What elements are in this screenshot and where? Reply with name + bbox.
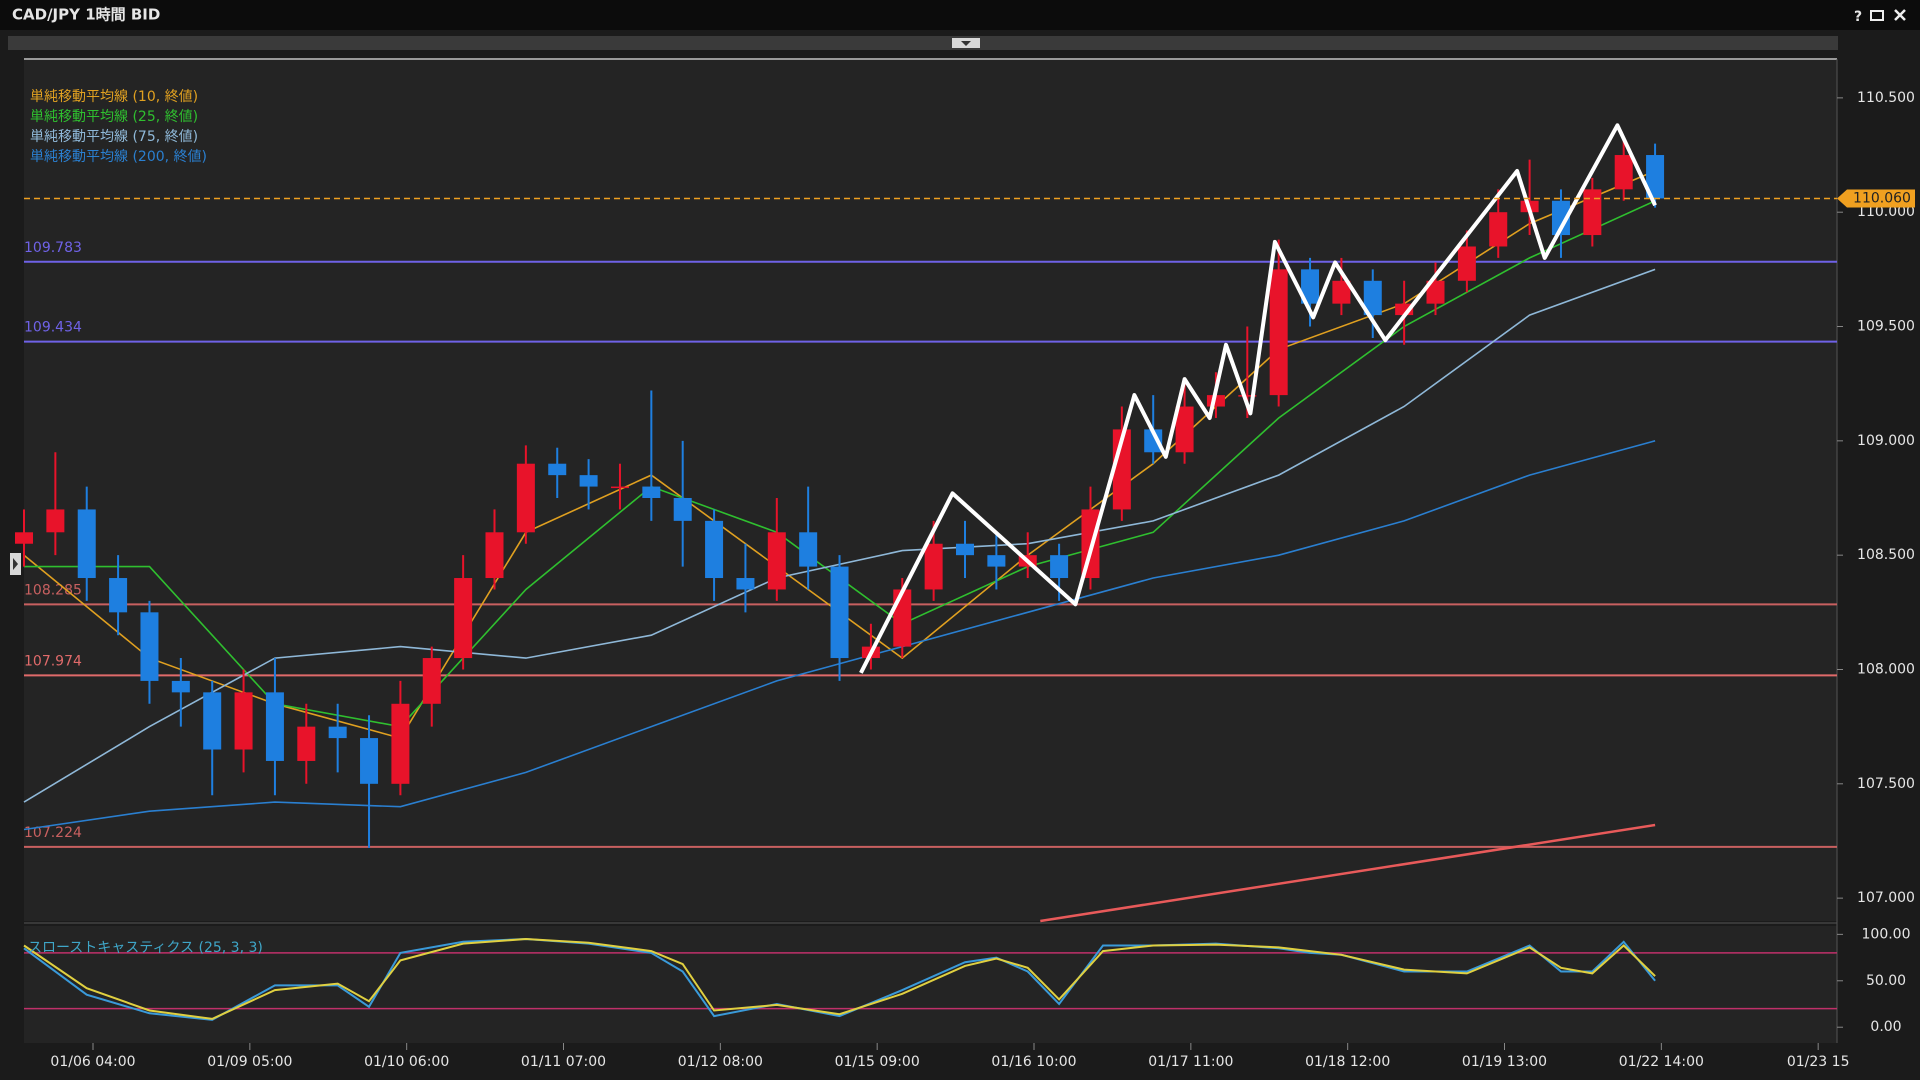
candle-body	[1301, 269, 1320, 304]
y-tick-label: 109.000	[1857, 433, 1915, 449]
candle-body	[1332, 280, 1351, 304]
x-tick-label: 01/19 13:00	[1462, 1054, 1547, 1070]
drawn-line	[859, 123, 1657, 674]
candle-body	[15, 532, 33, 544]
candle-body	[893, 589, 912, 647]
panel-title: スローストキャスティクス (25, 3, 3)	[28, 940, 263, 956]
level-label: 109.783	[24, 240, 82, 256]
candle-body	[109, 578, 128, 613]
candle-body	[516, 463, 535, 533]
candle-body	[297, 726, 316, 761]
legend-entry: 単純移動平均線 (10, 終値)	[30, 89, 198, 105]
candle-body	[234, 692, 253, 750]
candle-body	[1269, 269, 1288, 396]
collapse-icon	[961, 41, 971, 46]
legend-entry: 単純移動平均線 (25, 終値)	[30, 109, 198, 125]
candle-body	[1646, 155, 1665, 199]
candle-body	[767, 532, 786, 590]
drawn-line	[1040, 823, 1656, 923]
y-tick-label: 0.00	[1870, 1019, 1901, 1035]
side-toggle-icon	[13, 558, 18, 570]
candle-body	[485, 532, 504, 579]
candle-body	[642, 486, 661, 499]
x-tick-label: 01/15 09:00	[835, 1054, 920, 1070]
stochastic-line	[23, 937, 1656, 1020]
candle-body	[1583, 189, 1602, 236]
candle-body	[77, 509, 96, 579]
candle-body	[1206, 395, 1225, 407]
candle-body	[1489, 212, 1508, 247]
y-tick-label: 107.500	[1857, 776, 1915, 792]
candle-body	[46, 509, 65, 533]
candle-body	[987, 555, 1006, 567]
candle-body	[548, 463, 567, 476]
legend-entry: 単純移動平均線 (75, 終値)	[30, 129, 198, 145]
y-tick-label: 107.000	[1857, 890, 1915, 906]
candle-body	[1426, 280, 1445, 304]
candle-body	[610, 486, 629, 489]
candle-body	[1363, 280, 1382, 316]
price-plot-area	[24, 59, 1837, 921]
current-price-tag	[1837, 189, 1915, 208]
x-tick-label: 01/23 15	[1787, 1054, 1850, 1070]
candle-body	[924, 543, 943, 590]
y-tick-label: 109.500	[1857, 319, 1915, 335]
level-label: 108.285	[24, 582, 82, 598]
candle-body	[422, 658, 441, 704]
maximize-button[interactable]	[1870, 10, 1884, 21]
candle-body	[265, 692, 284, 761]
candle-body	[830, 566, 849, 659]
x-tick-label: 01/11 07:00	[521, 1054, 606, 1070]
x-tick-label: 01/10 06:00	[364, 1054, 449, 1070]
candle-body	[799, 532, 818, 567]
candle-body	[328, 726, 347, 739]
help-button[interactable]: ?	[1854, 9, 1862, 25]
x-tick-label: 01/06 04:00	[50, 1054, 135, 1070]
candle-body	[673, 498, 692, 521]
candle-body	[1457, 246, 1476, 281]
level-label: 109.434	[24, 320, 82, 336]
candle-body	[1175, 406, 1194, 453]
candle-body	[1050, 555, 1069, 579]
candle-body	[579, 475, 598, 487]
candle-body	[1238, 395, 1257, 397]
close-button[interactable]	[1894, 9, 1906, 21]
candle-body	[140, 612, 159, 681]
x-tick-label: 01/17 11:00	[1148, 1054, 1233, 1070]
x-tick-label: 01/09 05:00	[207, 1054, 292, 1070]
candle-body	[391, 703, 410, 784]
candle-body	[1551, 200, 1570, 236]
x-tick-label: 01/12 08:00	[678, 1054, 763, 1070]
y-tick-label: 108.500	[1857, 547, 1915, 563]
legend-entry: 単純移動平均線 (200, 終値)	[30, 149, 207, 165]
y-tick-label: 110.000	[1857, 204, 1915, 220]
current-price-label: 110.060	[1853, 190, 1911, 206]
title-bar	[0, 0, 1920, 30]
window-title: CAD/JPY 1時間 BID	[12, 6, 160, 24]
candle-body	[956, 543, 975, 556]
level-label: 107.224	[24, 825, 82, 841]
x-tick-label: 01/16 10:00	[991, 1054, 1076, 1070]
y-tick-label: 110.500	[1857, 90, 1915, 106]
candle-body	[360, 738, 379, 784]
candle-body	[1614, 155, 1633, 190]
y-tick-label: 50.00	[1866, 973, 1906, 989]
x-tick-label: 01/22 14:00	[1619, 1054, 1704, 1070]
candle-body	[203, 692, 222, 750]
candle-body	[171, 680, 190, 693]
candle-body	[736, 578, 755, 590]
candle-body	[1395, 303, 1414, 316]
x-tick-label: 01/18 12:00	[1305, 1054, 1390, 1070]
y-tick-label: 100.00	[1862, 926, 1911, 942]
toolbar-strip	[8, 36, 1838, 50]
candle-body	[454, 578, 473, 659]
y-tick-label: 108.000	[1857, 661, 1915, 677]
candle-body	[705, 520, 724, 579]
candle-body	[1144, 429, 1163, 453]
level-label: 107.974	[24, 653, 82, 669]
